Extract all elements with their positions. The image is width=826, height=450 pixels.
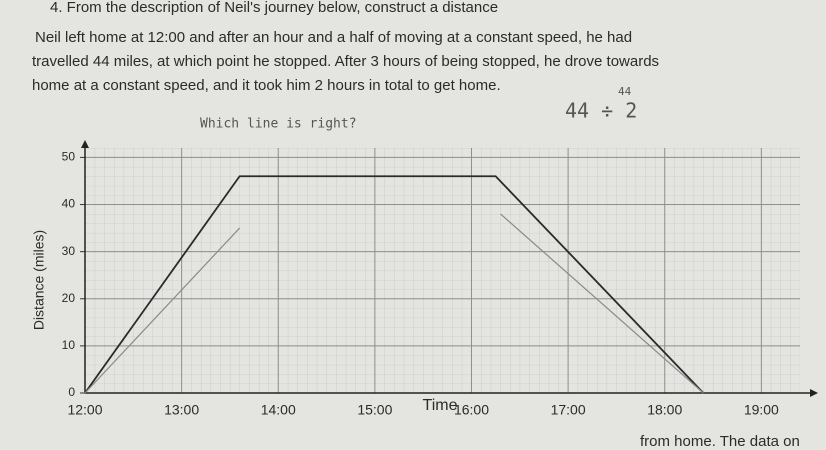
footer-text: from home. The data on bbox=[640, 433, 800, 450]
x-axis-label: Time bbox=[423, 397, 458, 414]
x-tick-label: 15:00 bbox=[357, 402, 392, 418]
question-line: travelled 44 miles, at which point he st… bbox=[32, 53, 659, 70]
x-tick-label: 17:00 bbox=[551, 402, 586, 418]
y-axis-label: Distance (miles) bbox=[31, 230, 47, 330]
data-line bbox=[84, 175, 705, 394]
annotation: 44 bbox=[618, 85, 632, 98]
y-tick-label: 10 bbox=[62, 338, 76, 352]
x-tick-label: 18:00 bbox=[647, 402, 682, 418]
question-line: Neil left home at 12:00 and after an hou… bbox=[35, 29, 632, 46]
x-tick-label: 13:00 bbox=[164, 402, 199, 418]
y-tick-label: 0 bbox=[68, 385, 75, 399]
annotation: Which line is right? bbox=[200, 117, 357, 132]
y-tick-label: 40 bbox=[62, 197, 76, 211]
x-tick-label: 19:00 bbox=[744, 402, 779, 418]
question-number: 4. From the description of Neil's journe… bbox=[50, 0, 498, 16]
x-tick-label: 16:00 bbox=[454, 402, 489, 418]
x-axis-arrow bbox=[810, 389, 818, 397]
annotation: 44 ÷ 2 bbox=[565, 99, 637, 123]
x-tick-label: 12:00 bbox=[67, 402, 102, 418]
y-tick-label: 30 bbox=[62, 244, 76, 258]
x-tick-label: 14:00 bbox=[261, 402, 296, 418]
y-tick-label: 50 bbox=[62, 150, 76, 164]
y-tick-label: 20 bbox=[62, 291, 76, 305]
data-line bbox=[84, 213, 704, 394]
question-line: home at a constant speed, and it took hi… bbox=[32, 77, 501, 94]
y-axis-arrow bbox=[81, 140, 89, 148]
minor-grid bbox=[85, 148, 800, 393]
